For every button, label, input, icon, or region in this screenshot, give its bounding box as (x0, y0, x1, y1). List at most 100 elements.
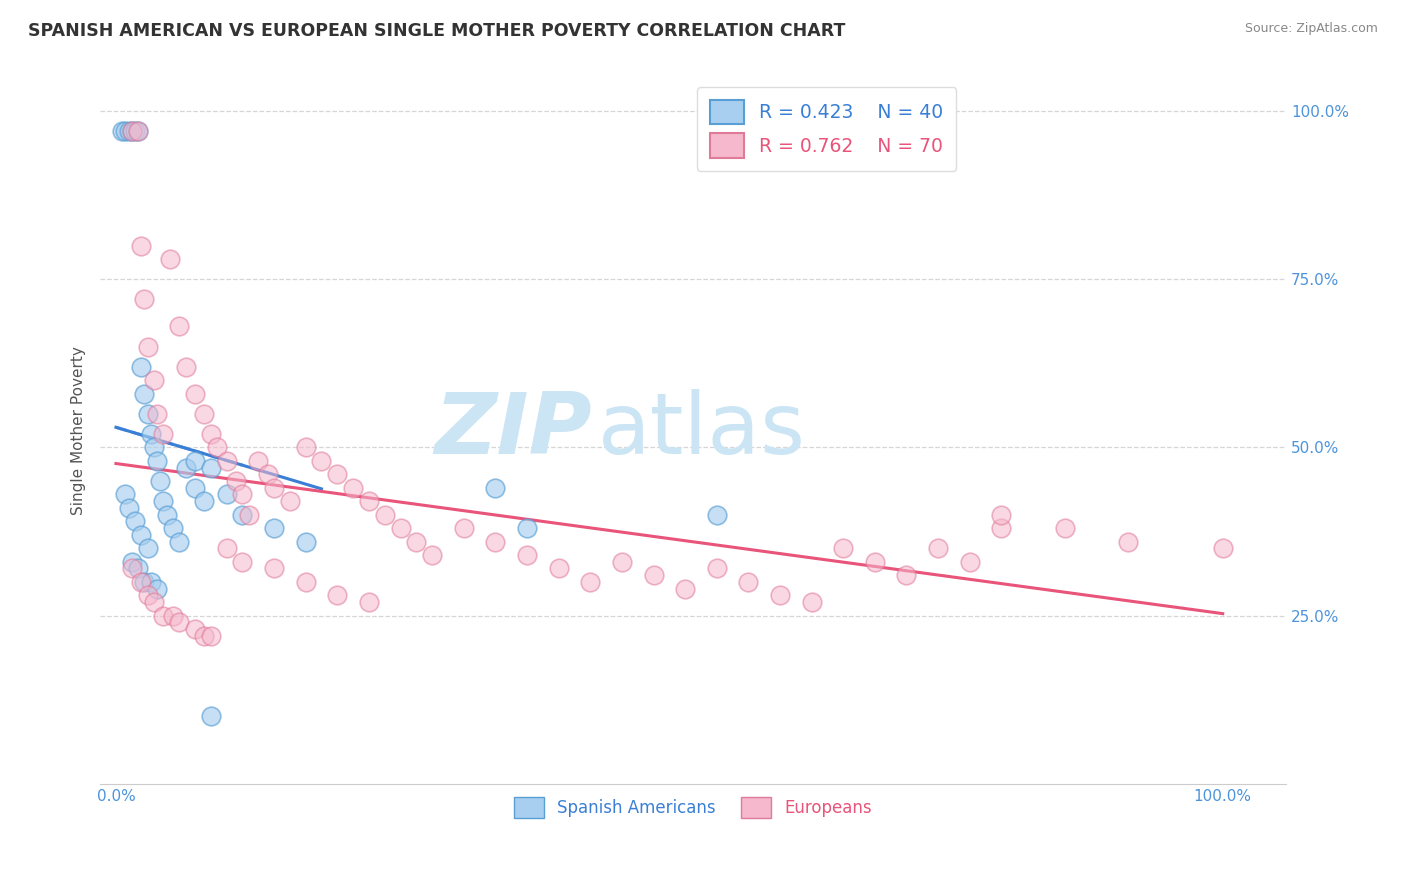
Point (174, 460, 197, 475)
Point (184, 454, 207, 468)
Point (184, 481, 207, 495)
Point (706, 561, 728, 575)
Point (152, 426, 174, 441)
Point (547, 561, 569, 575)
Point (516, 521, 538, 535)
Point (129, 528, 152, 542)
Point (129, 574, 152, 589)
Point (737, 574, 759, 589)
Point (263, 521, 285, 535)
Point (927, 541, 949, 556)
Point (326, 588, 349, 602)
Point (146, 407, 169, 421)
Point (121, 561, 143, 575)
Point (167, 319, 190, 334)
Point (484, 481, 506, 495)
Point (215, 541, 238, 556)
Legend: Spanish Americans, Europeans: Spanish Americans, Europeans (508, 790, 879, 825)
Point (256, 467, 278, 482)
Point (124, 515, 146, 529)
Point (136, 339, 159, 353)
Text: Source: ZipAtlas.com: Source: ZipAtlas.com (1244, 22, 1378, 36)
Point (1212, 541, 1234, 556)
Point (200, 709, 222, 723)
Point (516, 548, 538, 562)
Point (167, 534, 190, 549)
Point (117, 500, 139, 515)
Point (643, 568, 665, 582)
Point (152, 608, 174, 623)
Point (136, 588, 159, 602)
Point (1116, 534, 1139, 549)
Point (215, 487, 238, 501)
Point (247, 454, 270, 468)
Y-axis label: Single Mother Poverty: Single Mother Poverty (72, 346, 86, 515)
Point (129, 359, 152, 374)
Point (146, 454, 169, 468)
Point (149, 474, 172, 488)
Point (159, 252, 181, 266)
Point (389, 521, 412, 535)
Point (136, 407, 159, 421)
Point (129, 238, 152, 252)
Point (193, 629, 215, 643)
Point (136, 541, 159, 556)
Point (184, 386, 207, 401)
Point (1053, 521, 1076, 535)
Point (142, 595, 165, 609)
Point (193, 494, 215, 508)
Point (342, 481, 364, 495)
Point (124, 124, 146, 138)
Point (374, 508, 396, 522)
Point (294, 534, 316, 549)
Point (121, 124, 143, 138)
Point (139, 574, 162, 589)
Point (959, 555, 981, 569)
Point (405, 534, 427, 549)
Point (357, 595, 380, 609)
Point (155, 508, 177, 522)
Point (152, 494, 174, 508)
Point (121, 124, 143, 138)
Point (238, 508, 260, 522)
Point (146, 582, 169, 596)
Point (231, 487, 253, 501)
Point (263, 561, 285, 575)
Point (896, 568, 918, 582)
Point (610, 555, 633, 569)
Point (127, 561, 149, 575)
Point (215, 454, 238, 468)
Point (134, 574, 156, 589)
Point (117, 124, 139, 138)
Point (863, 555, 886, 569)
Point (127, 124, 149, 138)
Point (294, 574, 316, 589)
Point (127, 124, 149, 138)
Point (114, 124, 136, 138)
Point (193, 407, 215, 421)
Point (111, 124, 134, 138)
Point (673, 582, 696, 596)
Point (800, 595, 823, 609)
Point (453, 521, 475, 535)
Point (357, 494, 380, 508)
Point (200, 460, 222, 475)
Point (174, 359, 197, 374)
Point (134, 293, 156, 307)
Point (142, 441, 165, 455)
Point (990, 508, 1012, 522)
Point (225, 474, 247, 488)
Point (162, 521, 184, 535)
Point (200, 426, 222, 441)
Point (420, 548, 443, 562)
Point (231, 555, 253, 569)
Point (706, 508, 728, 522)
Point (832, 541, 855, 556)
Point (278, 494, 301, 508)
Point (167, 615, 190, 630)
Point (484, 534, 506, 549)
Point (139, 426, 162, 441)
Point (311, 454, 333, 468)
Point (769, 588, 792, 602)
Point (121, 555, 143, 569)
